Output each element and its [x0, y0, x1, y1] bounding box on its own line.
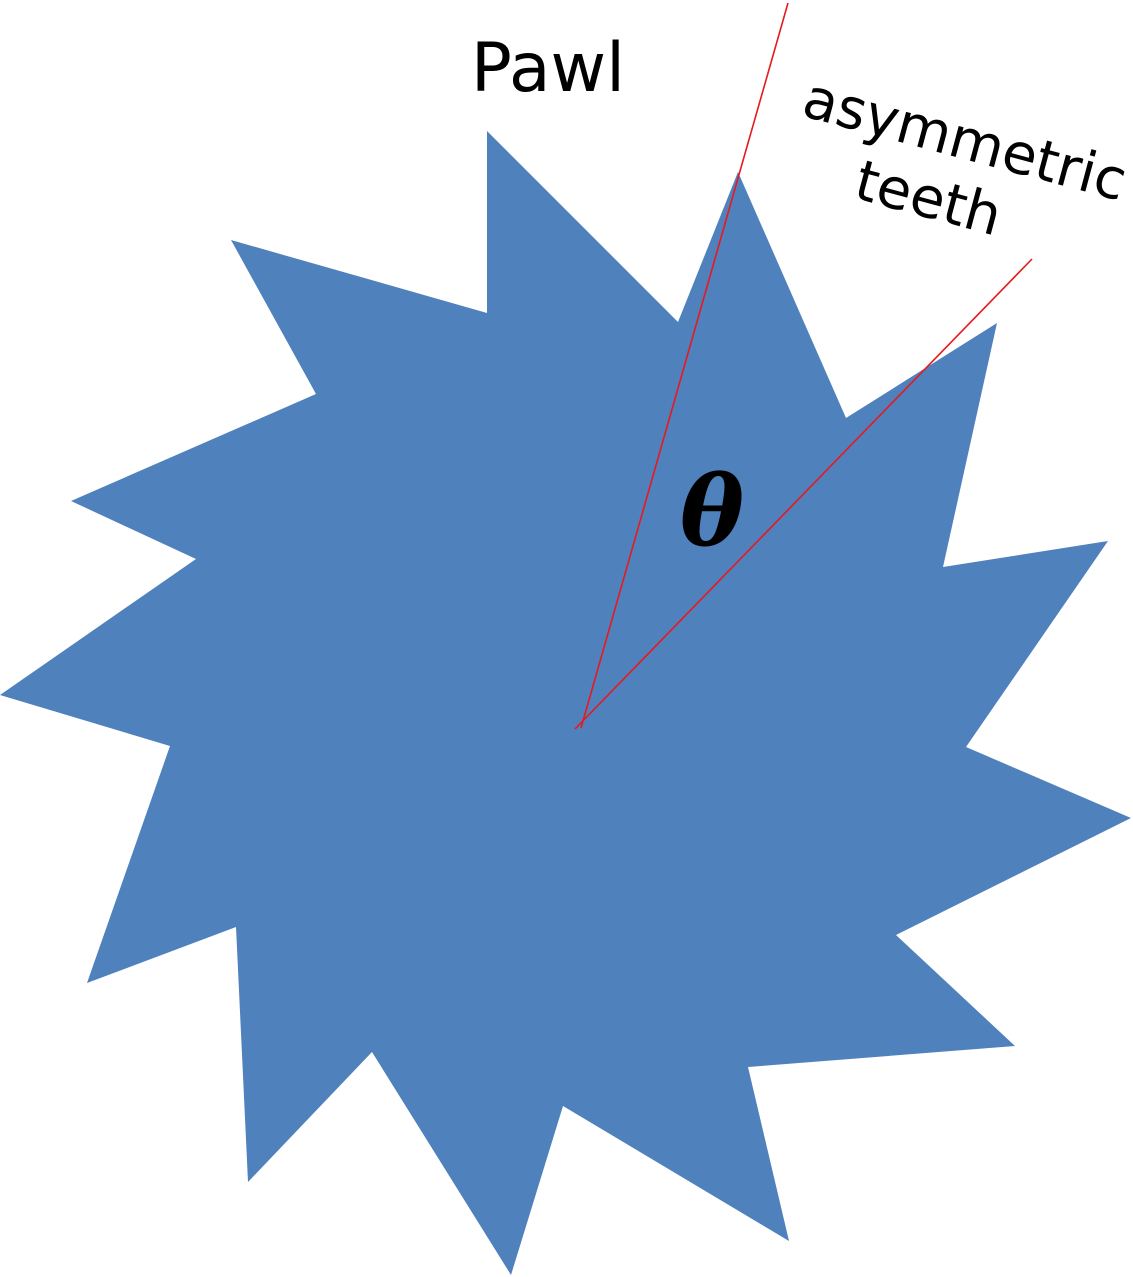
angle-line-tooth-base [574, 258, 1033, 730]
asymmetric-teeth-label: asymmetric teeth [796, 66, 1133, 249]
ratchet-wheel [0, 131, 1131, 1275]
theta-symbol: θ [680, 455, 744, 568]
pawl-label: Pawl [471, 29, 625, 108]
angle-line-tooth-tip [580, 2, 789, 729]
